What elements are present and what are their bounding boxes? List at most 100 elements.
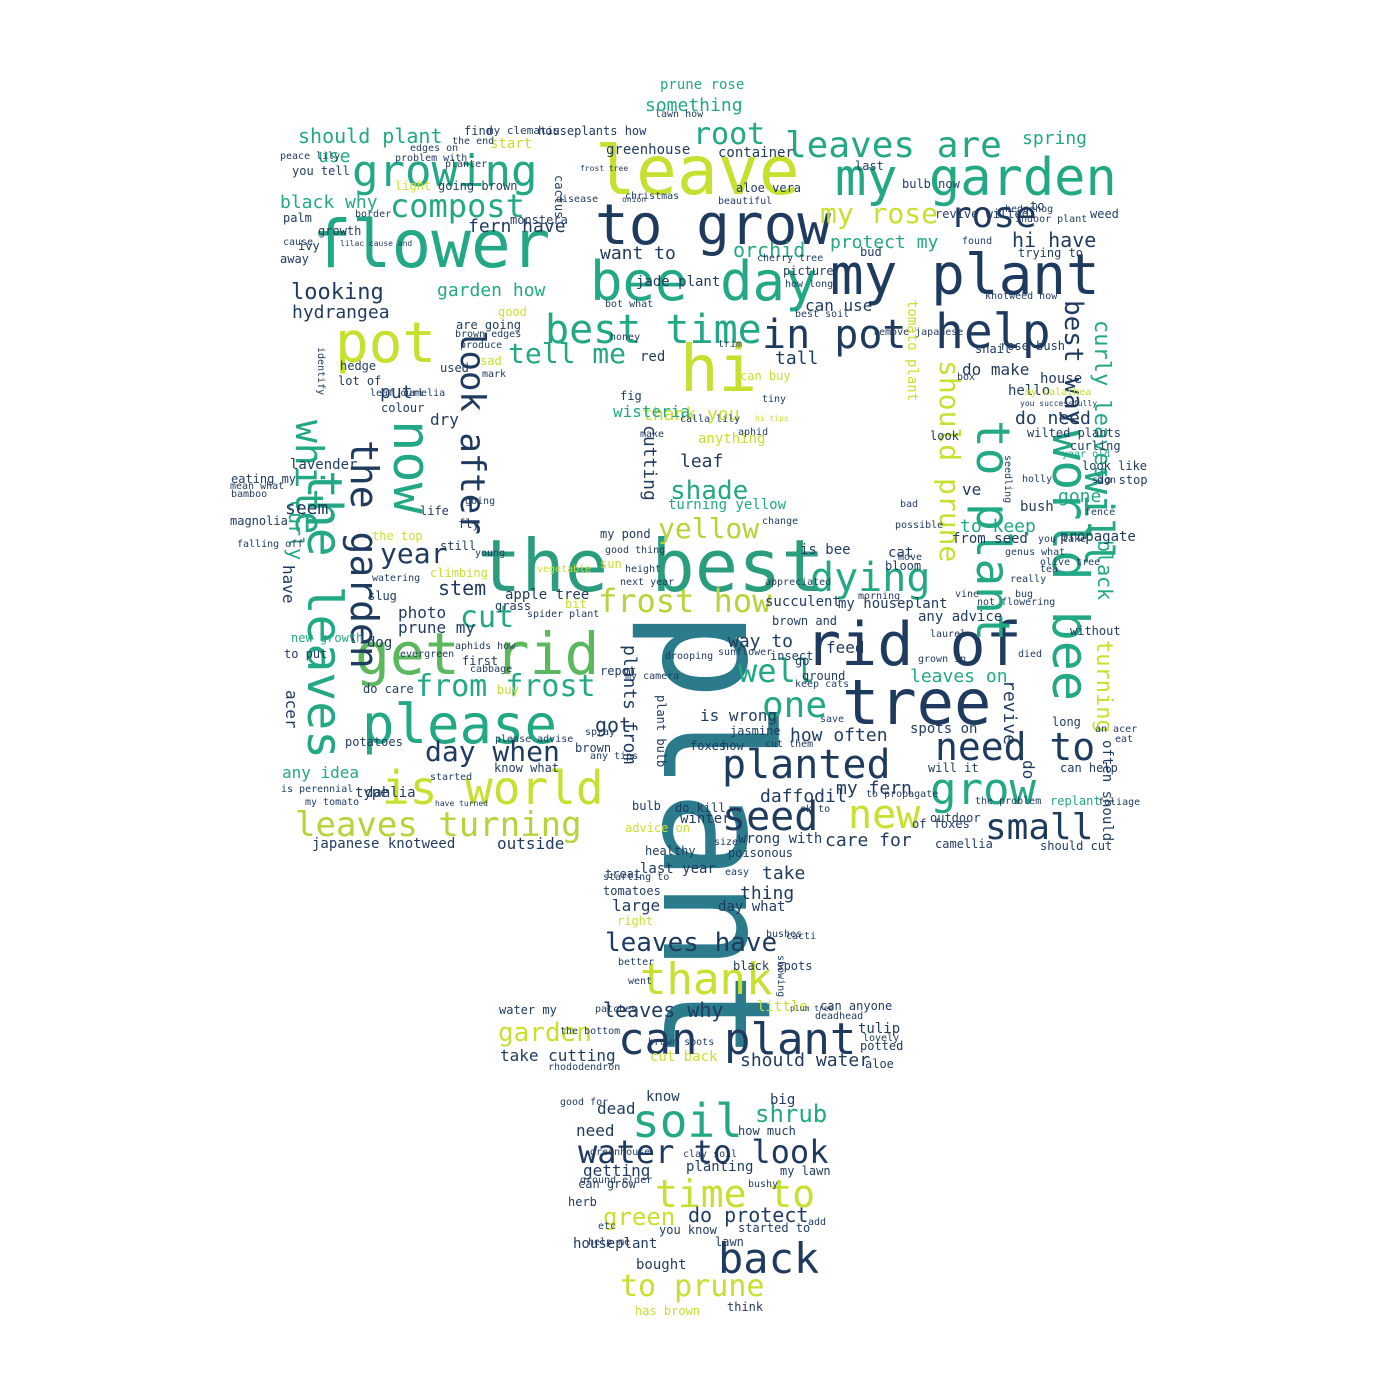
cloud-word: mean what <box>230 481 285 492</box>
cloud-word: my houseplant <box>838 596 948 612</box>
cloud-word: start <box>490 136 533 152</box>
cloud-word: can use <box>805 296 873 315</box>
cloud-word: protect my <box>830 232 939 253</box>
cloud-word: please advise <box>495 734 574 745</box>
cloud-word: to propagate <box>866 789 939 800</box>
cloud-word: can grow <box>578 1177 636 1191</box>
cloud-word: get rid <box>355 620 600 688</box>
cloud-word: bulb now <box>902 177 960 191</box>
cloud-word: last year <box>640 861 716 877</box>
cloud-word: bee day <box>590 250 818 313</box>
cloud-word: bud <box>860 245 882 259</box>
cloud-word: the problem <box>975 796 1042 807</box>
cloud-word: ground elder <box>580 1175 653 1186</box>
cloud-word: jasmine <box>730 724 781 738</box>
cloud-word: my clematis <box>487 124 560 137</box>
cloud-word: leaves why <box>603 998 724 1022</box>
cloud-word: going <box>465 496 496 507</box>
cloud-word: insect <box>770 649 814 663</box>
cloud-word: prune my <box>398 618 476 637</box>
cloud-word: vegetable <box>537 564 592 575</box>
cloud-word: can anyone <box>820 999 893 1013</box>
cloud-word: repot <box>600 664 637 678</box>
cloud-word: black why <box>280 192 378 213</box>
cloud-word: lawn how <box>655 109 704 120</box>
cloud-word: gone <box>1058 486 1102 507</box>
cloud-word: need <box>576 1121 615 1140</box>
cloud-word: plants from <box>619 645 640 765</box>
cloud-word: planter <box>445 159 488 170</box>
cloud-word: brown and <box>772 614 838 628</box>
cloud-word: border <box>355 209 392 220</box>
cloud-word: outdoor <box>930 811 981 825</box>
cloud-word: bought <box>636 1257 687 1273</box>
cloud-word: now <box>381 420 441 514</box>
cloud-word: tea <box>1040 564 1059 575</box>
cloud-word: produce <box>460 340 503 351</box>
cloud-word: need to <box>935 725 1096 769</box>
cloud-word: rid of <box>805 610 1022 680</box>
cloud-word: should plant <box>298 124 443 148</box>
cloud-word: my lawn <box>780 1164 831 1178</box>
cloud-word: do make <box>962 360 1030 379</box>
cloud-word: started to <box>738 1221 811 1235</box>
cloud-word: take <box>762 863 806 884</box>
cloud-word: light <box>395 179 432 193</box>
cloud-word: bloom <box>885 559 922 573</box>
cloud-word: drooping <box>665 651 714 662</box>
cloud-word: first <box>462 654 499 668</box>
cloud-word: not flowering <box>977 597 1056 608</box>
cloud-word: my plant <box>830 243 1100 308</box>
cloud-word: from frost <box>415 669 596 704</box>
cloud-word: hi <box>680 333 758 407</box>
cloud-word: tiny <box>762 394 787 405</box>
cloud-word: etc <box>598 1221 617 1232</box>
cloud-word: leaves have <box>605 928 778 958</box>
cloud-word: one <box>762 685 828 726</box>
cloud-word: big <box>770 1092 796 1108</box>
cloud-word: feed <box>826 638 865 657</box>
cloud-word: often should <box>1099 740 1115 842</box>
cloud-word: used <box>440 361 469 375</box>
cloud-word: foxes <box>690 739 727 753</box>
cloud-word: right <box>617 914 654 928</box>
cloud-word: hi tips <box>755 414 789 423</box>
cloud-word: holly <box>1022 474 1053 485</box>
cloud-word: do kill <box>675 801 726 815</box>
cloud-word: aloe <box>865 1057 894 1071</box>
cloud-word: climbing <box>430 566 488 580</box>
cloud-word: dead <box>597 1099 636 1118</box>
cloud-word: fern have <box>468 216 566 237</box>
cloud-word: lovely <box>863 1033 900 1044</box>
cloud-word: growth <box>318 224 362 238</box>
cloud-word: deadhead <box>815 1011 864 1022</box>
cloud-word: type <box>355 785 389 801</box>
cloud-word: any tips <box>590 751 639 762</box>
cloud-word: buy <box>497 683 519 697</box>
cloud-word: black spots <box>733 959 813 973</box>
cloud-word: apple tree <box>505 587 590 603</box>
cloud-word: leaves on <box>910 666 1008 687</box>
cloud-word: brown spots <box>648 1037 715 1048</box>
cloud-word: indoor plant <box>1015 214 1088 225</box>
cloud-word: christmas <box>625 191 680 202</box>
cloud-word: change <box>762 516 799 527</box>
cloud-word: dahlia <box>365 785 416 801</box>
cloud-word: jade plant <box>636 274 721 290</box>
cloud-word: lilac cause and <box>340 239 413 248</box>
cloud-word: do protect <box>688 1203 809 1227</box>
cloud-word: bushes <box>766 929 803 940</box>
cloud-word: tomatoes <box>603 884 661 898</box>
cloud-word: next year <box>620 577 675 588</box>
cloud-word: bot what <box>605 299 654 310</box>
cloud-word: of foxes <box>912 817 970 831</box>
cloud-word: died <box>1018 649 1043 660</box>
cloud-word: still <box>440 539 477 553</box>
cloud-word: think <box>727 1300 764 1314</box>
cloud-word: cabbage <box>470 664 513 675</box>
cloud-word: foliage <box>1098 797 1141 808</box>
cloud-word: identify <box>315 347 326 396</box>
cloud-word: bush <box>1020 499 1054 515</box>
cloud-word: look <box>930 429 959 443</box>
cloud-word: any idea <box>282 763 360 782</box>
